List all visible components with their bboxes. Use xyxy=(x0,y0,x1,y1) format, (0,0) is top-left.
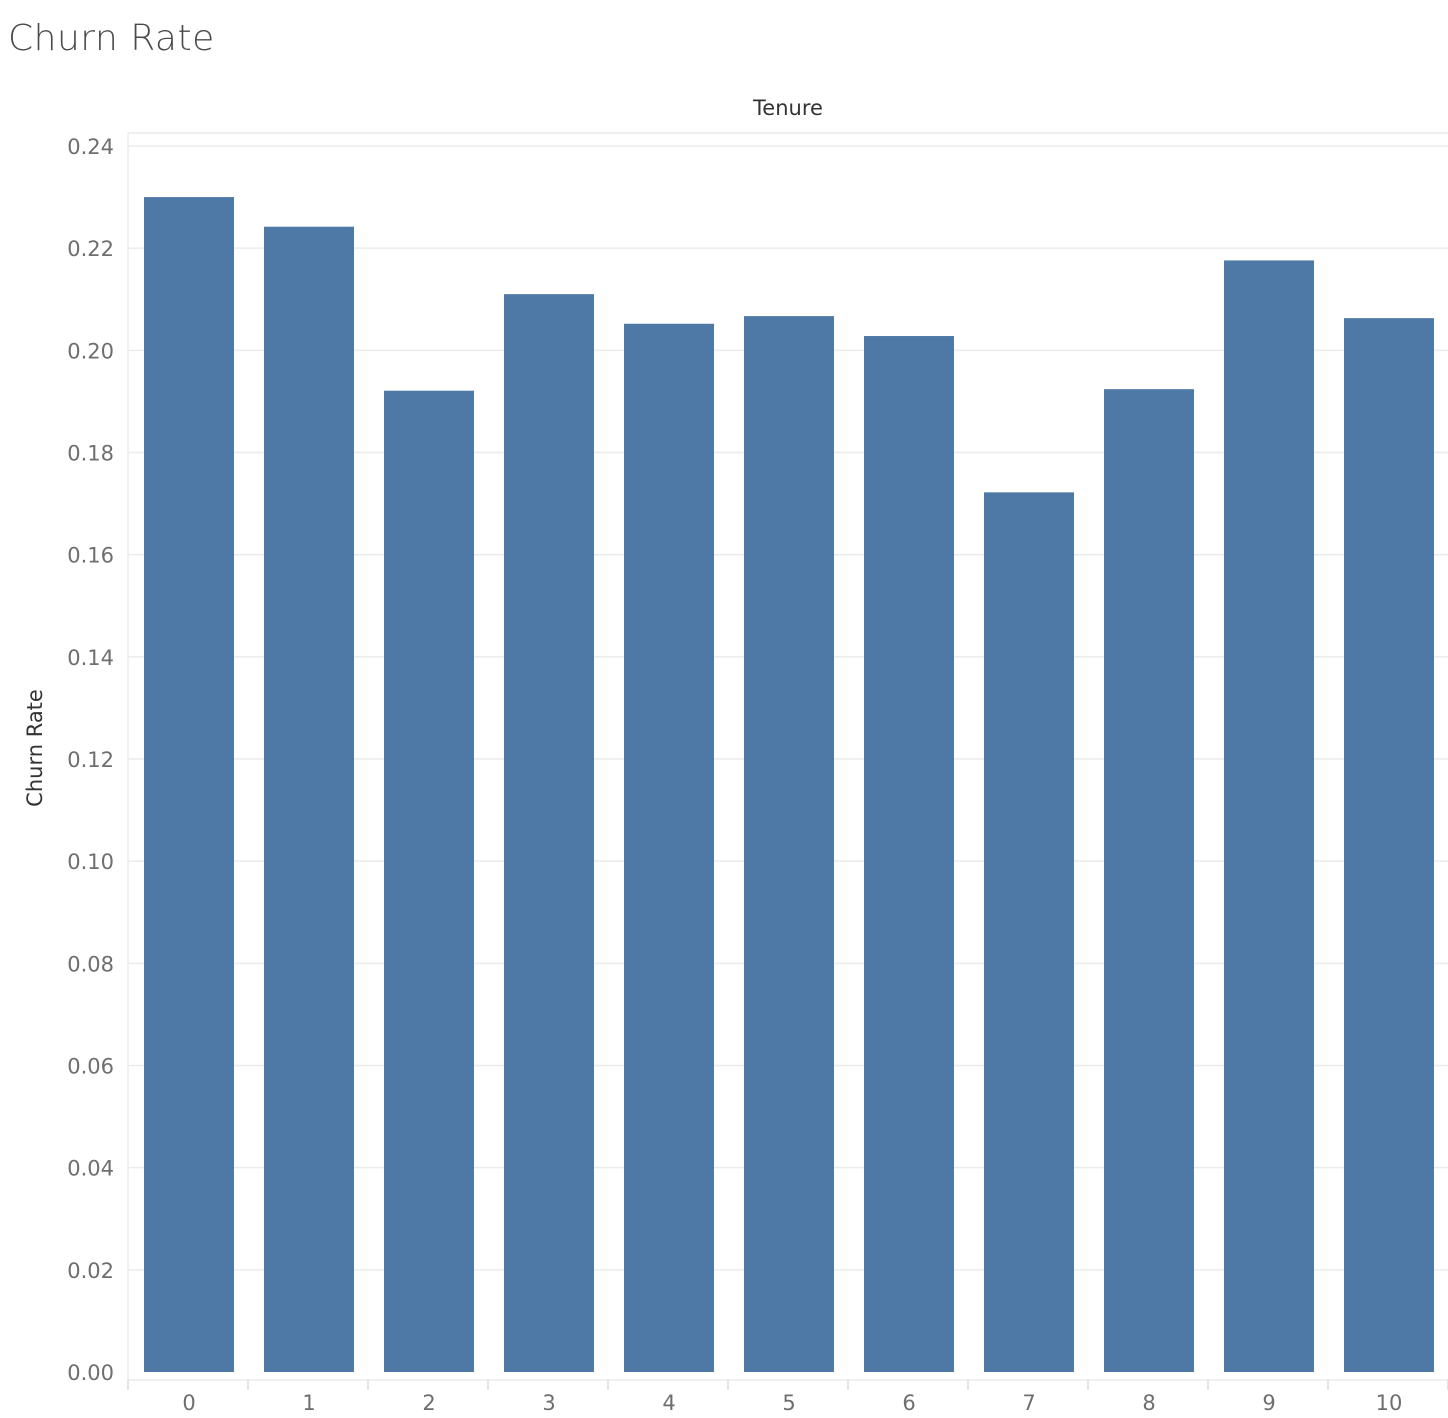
x-tick-label: 10 xyxy=(1376,1391,1403,1415)
bars xyxy=(144,197,1434,1373)
bar[interactable] xyxy=(1224,260,1314,1373)
bar[interactable] xyxy=(624,323,714,1372)
y-tick-label: 0.02 xyxy=(67,1259,114,1283)
y-tick-label: 0.20 xyxy=(67,339,114,363)
x-tick-label: 7 xyxy=(1022,1391,1035,1415)
bar[interactable] xyxy=(144,197,234,1372)
y-tick-label: 0.18 xyxy=(67,442,114,466)
bar[interactable] xyxy=(864,336,954,1372)
y-axis-title: Churn Rate xyxy=(23,689,47,807)
x-tick-label: 9 xyxy=(1262,1391,1275,1415)
y-tick-label: 0.24 xyxy=(67,135,114,159)
bar[interactable] xyxy=(744,316,834,1372)
y-tick-label: 0.04 xyxy=(67,1157,114,1181)
bar[interactable] xyxy=(504,294,594,1373)
x-tick-label: 1 xyxy=(302,1391,315,1415)
x-tick-label: 4 xyxy=(662,1391,675,1415)
x-tick-label: 2 xyxy=(422,1391,435,1415)
y-tick-label: 0.16 xyxy=(67,544,114,568)
x-tick-label: 6 xyxy=(902,1391,915,1415)
bar[interactable] xyxy=(264,226,354,1372)
bar[interactable] xyxy=(384,390,474,1372)
x-axis-title: Tenure xyxy=(752,96,823,120)
bar[interactable] xyxy=(1104,389,1194,1372)
x-tick-label: 8 xyxy=(1142,1391,1155,1415)
x-tick-label: 3 xyxy=(542,1391,555,1415)
y-tick-label: 0.08 xyxy=(67,952,114,976)
x-tick-label: 5 xyxy=(782,1391,795,1415)
x-tick-label: 0 xyxy=(182,1391,195,1415)
chart-title: Churn Rate xyxy=(8,18,215,59)
y-tick-label: 0.22 xyxy=(67,237,114,261)
bar[interactable] xyxy=(984,492,1074,1373)
y-tick-label: 0.06 xyxy=(67,1055,114,1079)
y-tick-label: 0.14 xyxy=(67,646,114,670)
axes: 0.00 0.02 0.04 0.06 0.08 0.10 0.12 0.14 0.16 0.18… xyxy=(67,133,1448,1415)
y-tick-label: 0.12 xyxy=(67,748,114,772)
y-tick-label: 0.00 xyxy=(67,1361,114,1385)
y-tick-label: 0.10 xyxy=(67,850,114,874)
bar[interactable] xyxy=(1344,318,1434,1372)
